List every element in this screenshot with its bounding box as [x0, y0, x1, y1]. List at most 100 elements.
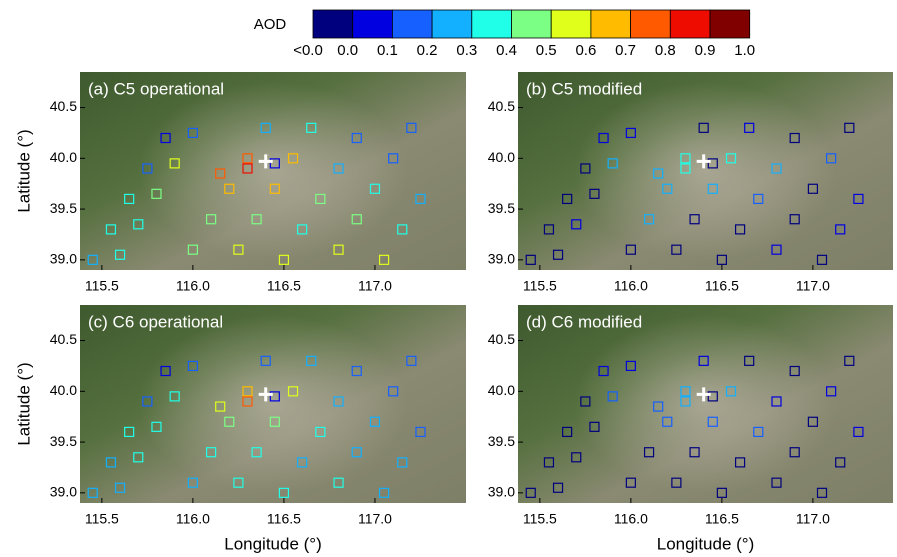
- aod-square: [689, 214, 700, 225]
- aod-square: [160, 365, 171, 377]
- aod-square: [771, 396, 782, 407]
- aod-square: [415, 193, 426, 205]
- aod-square: [744, 122, 755, 133]
- colorbar-swatch: [511, 9, 552, 39]
- retrievals: [87, 355, 426, 498]
- aod-square: [853, 426, 864, 438]
- aod-square: [589, 421, 600, 432]
- x-tick-label: 116.0: [176, 511, 210, 527]
- aod-square: [369, 183, 381, 194]
- x-tick-label: 115.5: [85, 511, 119, 527]
- aod-square: [543, 457, 555, 468]
- aod-square: [351, 365, 362, 377]
- x-axis-label: Longitude (°): [224, 534, 322, 553]
- colorbar-tick-label: 0.0: [337, 42, 358, 59]
- colorbar-tick-label: 0.2: [417, 42, 438, 59]
- x-axis-label: Longitude (°): [657, 534, 755, 553]
- aod-square: [333, 477, 344, 488]
- aod-square: [698, 355, 709, 366]
- aod-square: [151, 421, 162, 432]
- panel-title: (a) C5 operational: [88, 79, 224, 98]
- aod-square: [315, 193, 326, 205]
- aod-square: [680, 163, 691, 174]
- colorbar-tick-label: 0.6: [575, 42, 596, 59]
- aod-square: [351, 214, 362, 225]
- aod-square: [671, 477, 682, 488]
- aod-square: [87, 254, 98, 265]
- aod-square: [406, 355, 417, 366]
- y-tick-label: 40.0: [50, 382, 77, 398]
- aod-square: [269, 416, 280, 427]
- aod-square: [580, 163, 591, 174]
- site-marker: [258, 387, 273, 402]
- aod-square: [653, 401, 664, 412]
- x-tick-label: 115.5: [523, 278, 557, 294]
- aod-square: [406, 122, 417, 133]
- y-tick-label: 39.0: [50, 251, 77, 267]
- aod-square: [142, 163, 153, 174]
- aod-square: [133, 452, 144, 463]
- aod-square: [562, 193, 573, 205]
- aod-square: [187, 127, 198, 139]
- aod-square: [114, 249, 126, 260]
- x-tick-label: 116.0: [614, 511, 648, 527]
- aod-square: [589, 188, 600, 199]
- y-axis-label: Latitude (°): [14, 129, 33, 212]
- aod-square: [297, 457, 308, 468]
- aod-square: [543, 224, 555, 235]
- x-tick-label: 116.5: [705, 278, 739, 294]
- aod-square: [187, 244, 198, 255]
- aod-square: [771, 163, 782, 174]
- aod-square: [151, 188, 162, 199]
- y-tick-label: 40.5: [488, 98, 515, 114]
- y-tick-label: 39.5: [488, 433, 515, 449]
- aod-square: [224, 183, 235, 194]
- x-tick-label: 117.0: [358, 511, 392, 527]
- y-tick-label: 39.0: [488, 484, 515, 500]
- aod-square: [707, 183, 718, 194]
- aod-square: [716, 254, 727, 265]
- aod-square: [653, 168, 664, 179]
- aod-square: [297, 224, 308, 235]
- aod-square: [269, 391, 280, 402]
- aod-square: [734, 457, 746, 468]
- x-tick-label: 115.5: [85, 278, 119, 294]
- aod-square: [816, 254, 828, 265]
- x-tick-label: 117.0: [358, 278, 392, 294]
- colorbar-swatch: [669, 9, 711, 39]
- aod-square: [242, 396, 253, 407]
- aod-square: [233, 477, 244, 488]
- aod-square: [698, 122, 709, 133]
- aod-square: [169, 391, 180, 402]
- aod-square: [133, 219, 144, 230]
- aod-square: [671, 244, 682, 255]
- x-tick-label: 115.5: [523, 511, 557, 527]
- colorbar-swatch: [431, 9, 473, 39]
- y-tick-label: 39.0: [50, 484, 77, 500]
- aod-square: [351, 447, 362, 458]
- aod-square: [378, 487, 390, 498]
- aod-square: [278, 254, 290, 265]
- colorbar-tick-label: 0.3: [456, 42, 477, 59]
- colorbar-swatch: [471, 9, 512, 39]
- colorbar-tick-label: 0.4: [496, 42, 517, 59]
- x-tick-label: 116.5: [267, 511, 301, 527]
- y-tick-label: 39.5: [50, 200, 77, 216]
- aod-square: [369, 416, 381, 427]
- retrievals: [525, 355, 864, 498]
- aod-square: [689, 447, 700, 458]
- x-tick-label: 116.0: [614, 278, 648, 294]
- colorbar-swatch: [312, 9, 354, 39]
- colorbar-swatch: [391, 9, 433, 39]
- aod-square: [114, 482, 126, 493]
- aod-square: [525, 487, 536, 498]
- aod-square: [643, 214, 655, 225]
- aod-square: [124, 426, 135, 438]
- aod-square: [552, 482, 564, 493]
- colorbar-swatch: [550, 9, 592, 39]
- colorbar-swatch: [630, 9, 671, 39]
- aod-square: [562, 426, 573, 438]
- colorbar-tick-label: 0.9: [695, 42, 716, 59]
- aod-square: [333, 244, 344, 255]
- aod-square: [251, 447, 262, 458]
